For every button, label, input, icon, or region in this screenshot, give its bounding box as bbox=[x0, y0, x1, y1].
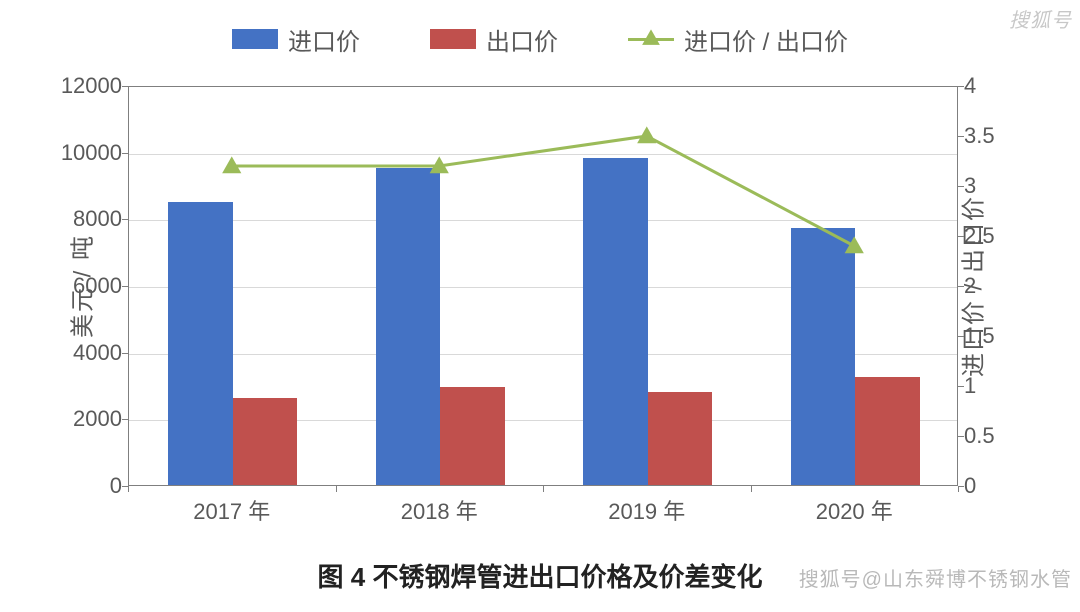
legend-label-ratio: 进口价 / 出口价 bbox=[684, 22, 848, 57]
watermark-top: 搜狐号 bbox=[1009, 4, 1072, 33]
x-tick-label: 2018 年 bbox=[401, 494, 478, 526]
y2-tick-label: 0.5 bbox=[964, 423, 995, 449]
y-tick-mark bbox=[122, 353, 128, 354]
gridline bbox=[129, 220, 957, 221]
bar-export bbox=[855, 377, 919, 485]
x-tick-mark bbox=[543, 486, 544, 492]
x-tick-mark bbox=[958, 486, 959, 492]
y-tick-mark bbox=[122, 153, 128, 154]
plot-area bbox=[128, 86, 958, 486]
y-tick-label: 10000 bbox=[61, 140, 122, 166]
bar-export bbox=[648, 392, 712, 485]
y2-tick-label: 3.5 bbox=[964, 123, 995, 149]
y-tick-mark bbox=[122, 419, 128, 420]
x-tick-mark bbox=[128, 486, 129, 492]
y2-tick-label: 1 bbox=[964, 373, 976, 399]
chart-container: 搜狐号 进口价 出口价 进口价 / 出口价 美元 / 吨 进口价 / 出口价 图… bbox=[0, 0, 1080, 612]
legend-swatch-ratio bbox=[628, 38, 674, 41]
legend: 进口价 出口价 进口价 / 出口价 bbox=[0, 0, 1080, 60]
y-tick-label: 12000 bbox=[61, 73, 122, 99]
y2-tick-label: 2.5 bbox=[964, 223, 995, 249]
x-tick-mark bbox=[751, 486, 752, 492]
y-tick-label: 4000 bbox=[73, 340, 122, 366]
legend-item-export: 出口价 bbox=[430, 22, 558, 57]
y-tick-mark bbox=[122, 86, 128, 87]
legend-swatch-export bbox=[430, 29, 476, 49]
bar-import bbox=[791, 228, 855, 485]
bar-export bbox=[233, 398, 297, 485]
bar-import bbox=[168, 202, 232, 485]
y-tick-label: 0 bbox=[110, 473, 122, 499]
bar-import bbox=[376, 168, 440, 485]
y2-tick-label: 1.5 bbox=[964, 323, 995, 349]
legend-label-import: 进口价 bbox=[288, 22, 360, 57]
y-tick-label: 8000 bbox=[73, 206, 122, 232]
y2-tick-label: 3 bbox=[964, 173, 976, 199]
bar-export bbox=[440, 387, 504, 485]
y-tick-label: 6000 bbox=[73, 273, 122, 299]
y-tick-mark bbox=[122, 219, 128, 220]
x-tick-label: 2019 年 bbox=[608, 494, 685, 526]
legend-label-export: 出口价 bbox=[486, 22, 558, 57]
x-tick-label: 2020 年 bbox=[816, 494, 893, 526]
y-tick-mark bbox=[122, 286, 128, 287]
x-tick-mark bbox=[336, 486, 337, 492]
legend-item-import: 进口价 bbox=[232, 22, 360, 57]
y2-tick-label: 0 bbox=[964, 473, 976, 499]
y2-tick-label: 4 bbox=[964, 73, 976, 99]
triangle-icon bbox=[642, 29, 660, 45]
gridline bbox=[129, 154, 957, 155]
watermark-bottom: 搜狐号@山东舜博不锈钢水管 bbox=[799, 563, 1072, 592]
y-tick-label: 2000 bbox=[73, 406, 122, 432]
bar-import bbox=[583, 158, 647, 485]
x-tick-label: 2017 年 bbox=[193, 494, 270, 526]
y2-tick-label: 2 bbox=[964, 273, 976, 299]
legend-item-ratio: 进口价 / 出口价 bbox=[628, 22, 848, 57]
legend-swatch-import bbox=[232, 29, 278, 49]
